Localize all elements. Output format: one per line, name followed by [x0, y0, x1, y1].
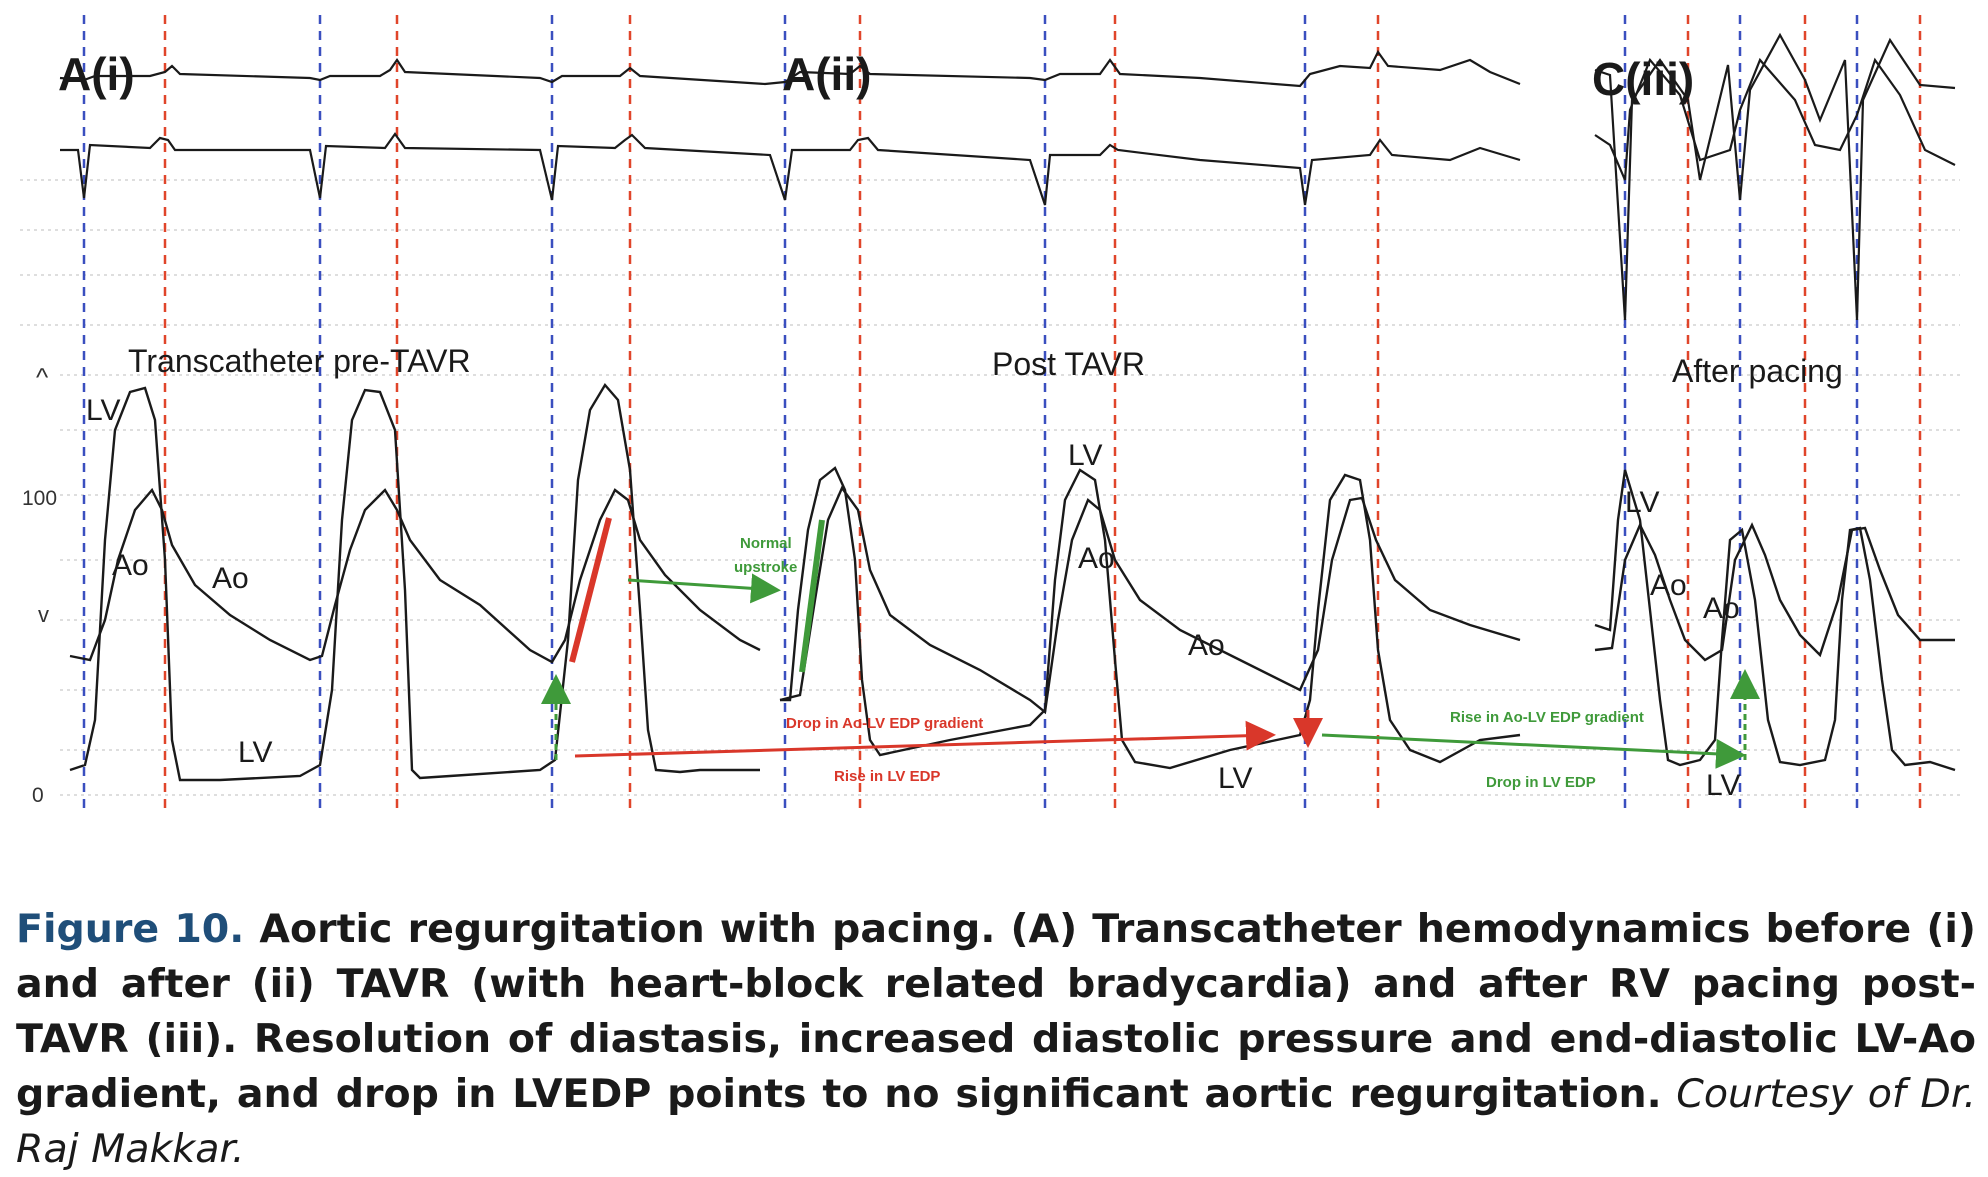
annot-drop-lv-edp: Drop in LV EDP — [1486, 774, 1596, 791]
ecg-lead-1 — [59, 49, 1521, 88]
panel-label-pre: A(i) — [58, 48, 135, 100]
annot-rise-lv-edp: Rise in LV EDP — [834, 768, 940, 785]
panel-label-paced: C(iii) — [1592, 53, 1694, 105]
label-ao: Ao — [1078, 542, 1115, 575]
annot-normal-upstroke-2: upstroke — [734, 559, 797, 576]
panel-title-paced: After pacing — [1672, 353, 1843, 389]
annot-normal-upstroke-1: Normal — [740, 535, 792, 552]
label-lv: LV — [238, 736, 272, 769]
lv-trace-pre — [69, 382, 760, 782]
label-ao: Ao — [1703, 592, 1740, 625]
panel-title-post: Post TAVR — [992, 346, 1145, 382]
lv-trace-post — [780, 466, 1521, 770]
figure-caption: Figure 10. Aortic regurgitation with pac… — [16, 902, 1976, 1177]
label-lv: LV — [1706, 769, 1740, 802]
green-normal-upstroke — [799, 519, 825, 673]
label-ao: Ao — [1188, 629, 1225, 662]
label-lv: LV — [1068, 439, 1102, 472]
ecg-lead-2 — [60, 132, 1521, 206]
y-tick-0: 0 — [32, 784, 44, 807]
label-lv: LV — [1218, 762, 1252, 795]
green-upstroke-arrow — [627, 573, 781, 604]
label-ao: Ao — [112, 549, 149, 582]
red-slow-upstroke — [569, 517, 612, 663]
label-ao: Ao — [212, 562, 249, 595]
pressure-traces — [69, 382, 1956, 782]
ao-trace-post — [779, 485, 1521, 715]
ao-trace-paced — [1594, 522, 1955, 662]
y-tick-mid: v — [38, 602, 49, 627]
annotation-lines — [541, 517, 1760, 769]
lv-trace-paced — [1594, 469, 1956, 772]
panel-label-post: A(ii) — [782, 48, 871, 100]
label-ao: Ao — [1650, 569, 1687, 602]
green-lvedp-arrow — [1321, 733, 1746, 769]
annot-rise-gradient: Rise in Ao-LV EDP gradient — [1450, 709, 1644, 726]
ao-trace-pre — [69, 487, 761, 664]
label-lv: LV — [1625, 486, 1659, 519]
red-lvedp-arrow — [574, 720, 1276, 758]
trace-labels: LV Ao Ao LV LV Ao Ao LV LV Ao Ao LV — [86, 394, 1740, 802]
ecg-paced-2 — [1594, 57, 1956, 181]
y-tick-100: 100 — [22, 487, 57, 510]
label-lv: LV — [86, 394, 120, 427]
annotation-texts: Normal upstroke Drop in Ao-LV EDP gradie… — [734, 535, 1644, 791]
panel-titles: Transcatheter pre-TAVR Post TAVR After p… — [128, 343, 1843, 389]
y-tick-top: ^ — [36, 362, 49, 392]
panel-title-pre: Transcatheter pre-TAVR — [128, 343, 471, 379]
annot-drop-gradient: Drop in Ao-LV EDP gradient — [786, 715, 983, 732]
hemodynamic-tracing-figure: ^ 100 v 0 A(i) A(ii) C(iii) Transcathete… — [20, 15, 1960, 815]
y-axis: ^ 100 v 0 — [22, 362, 57, 807]
ecg-traces — [59, 32, 1956, 321]
red-timing-markers — [163, 15, 1922, 815]
panel-labels: A(i) A(ii) C(iii) — [58, 48, 1694, 105]
blue-timing-markers — [82, 15, 1859, 815]
figure-caption-label: Figure 10. — [16, 905, 245, 952]
